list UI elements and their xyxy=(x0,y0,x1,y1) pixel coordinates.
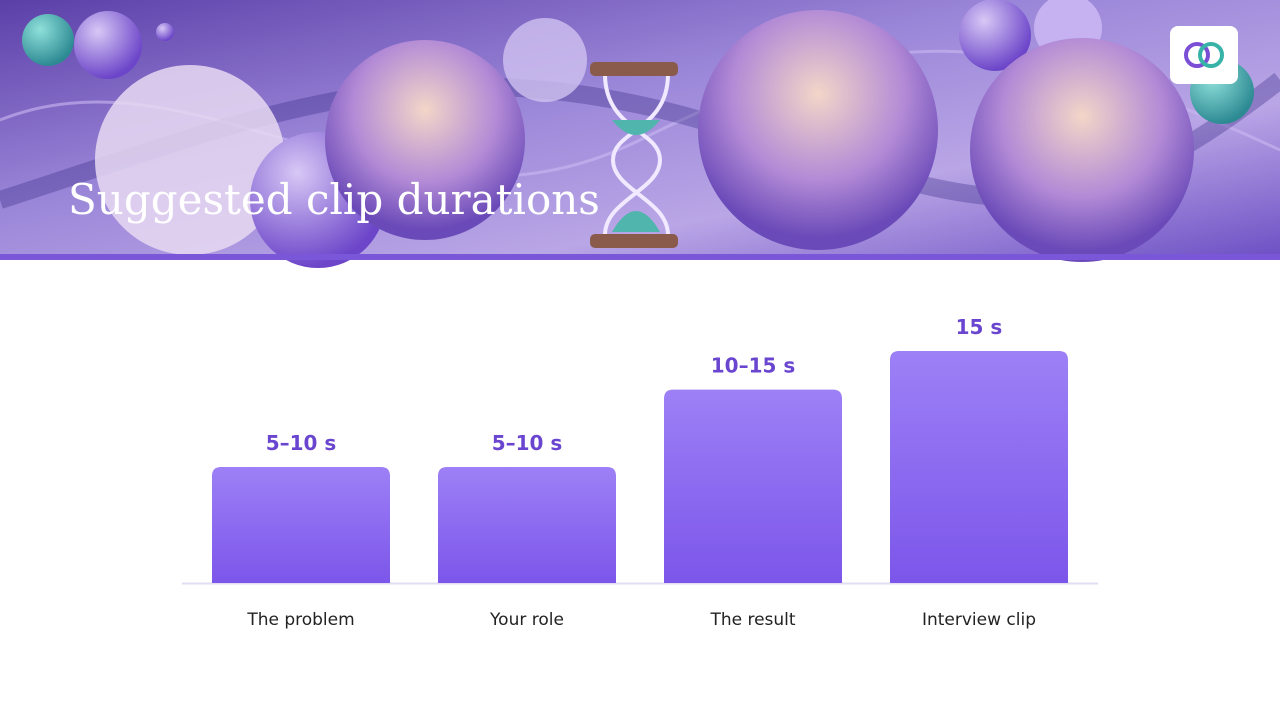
category-label: The result xyxy=(709,610,795,630)
value-label: 5–10 s xyxy=(266,431,337,455)
category-label: Your role xyxy=(489,610,564,630)
category-label: Interview clip xyxy=(922,610,1036,630)
bar xyxy=(212,467,390,583)
bar xyxy=(664,389,842,583)
bar xyxy=(890,351,1068,583)
category-label: The problem xyxy=(246,610,354,630)
header-banner: Suggested clip durations xyxy=(0,0,1280,268)
value-label: 15 s xyxy=(956,315,1003,339)
value-label: 5–10 s xyxy=(492,431,563,455)
bar xyxy=(438,467,616,583)
value-label: 10–15 s xyxy=(711,354,796,378)
slide-title: Suggested clip durations xyxy=(68,175,600,224)
